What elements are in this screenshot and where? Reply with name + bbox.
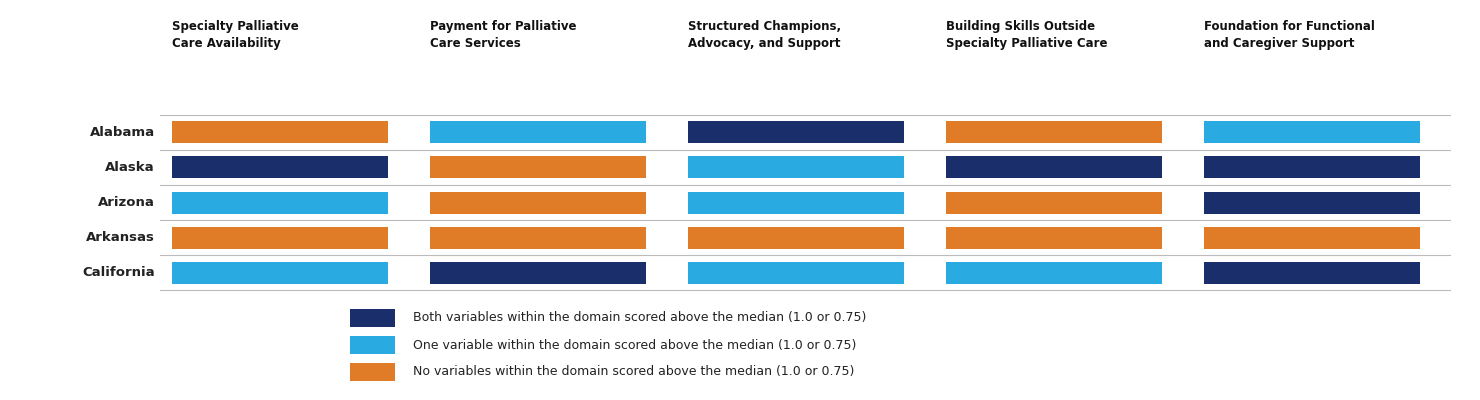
Text: Structured Champions,
Advocacy, and Support: Structured Champions, Advocacy, and Supp… (688, 20, 841, 50)
Bar (688, 226, 904, 248)
Bar (172, 122, 388, 144)
Text: California: California (83, 266, 155, 279)
Text: Arkansas: Arkansas (86, 231, 155, 244)
Text: Payment for Palliative
Care Services: Payment for Palliative Care Services (431, 20, 577, 50)
Bar (1205, 262, 1419, 284)
Bar (946, 226, 1162, 248)
Bar (946, 156, 1162, 178)
Text: Arizona: Arizona (98, 196, 155, 209)
Bar (946, 262, 1162, 284)
Text: Both variables within the domain scored above the median (1.0 or 0.75): Both variables within the domain scored … (413, 312, 866, 324)
Bar (172, 192, 388, 214)
Bar (688, 262, 904, 284)
Bar (946, 192, 1162, 214)
Bar (431, 226, 645, 248)
Bar (431, 192, 645, 214)
Bar (172, 226, 388, 248)
Bar (349, 309, 395, 327)
Bar (1205, 226, 1419, 248)
Bar (431, 262, 645, 284)
Text: Alaska: Alaska (105, 161, 155, 174)
Text: Specialty Palliative
Care Availability: Specialty Palliative Care Availability (172, 20, 299, 50)
Text: Building Skills Outside
Specialty Palliative Care: Building Skills Outside Specialty Pallia… (946, 20, 1107, 50)
Bar (431, 122, 645, 144)
Text: Foundation for Functional
and Caregiver Support: Foundation for Functional and Caregiver … (1205, 20, 1375, 50)
Bar (349, 336, 395, 354)
Bar (172, 262, 388, 284)
Bar (431, 156, 645, 178)
Bar (1205, 156, 1419, 178)
Bar (688, 122, 904, 144)
Bar (946, 122, 1162, 144)
Bar (349, 363, 395, 381)
Bar (172, 156, 388, 178)
Bar (1205, 122, 1419, 144)
Text: Alabama: Alabama (90, 126, 155, 139)
Bar (688, 156, 904, 178)
Bar (1205, 192, 1419, 214)
Text: No variables within the domain scored above the median (1.0 or 0.75): No variables within the domain scored ab… (413, 366, 854, 378)
Bar (688, 192, 904, 214)
Text: One variable within the domain scored above the median (1.0 or 0.75): One variable within the domain scored ab… (413, 338, 857, 352)
